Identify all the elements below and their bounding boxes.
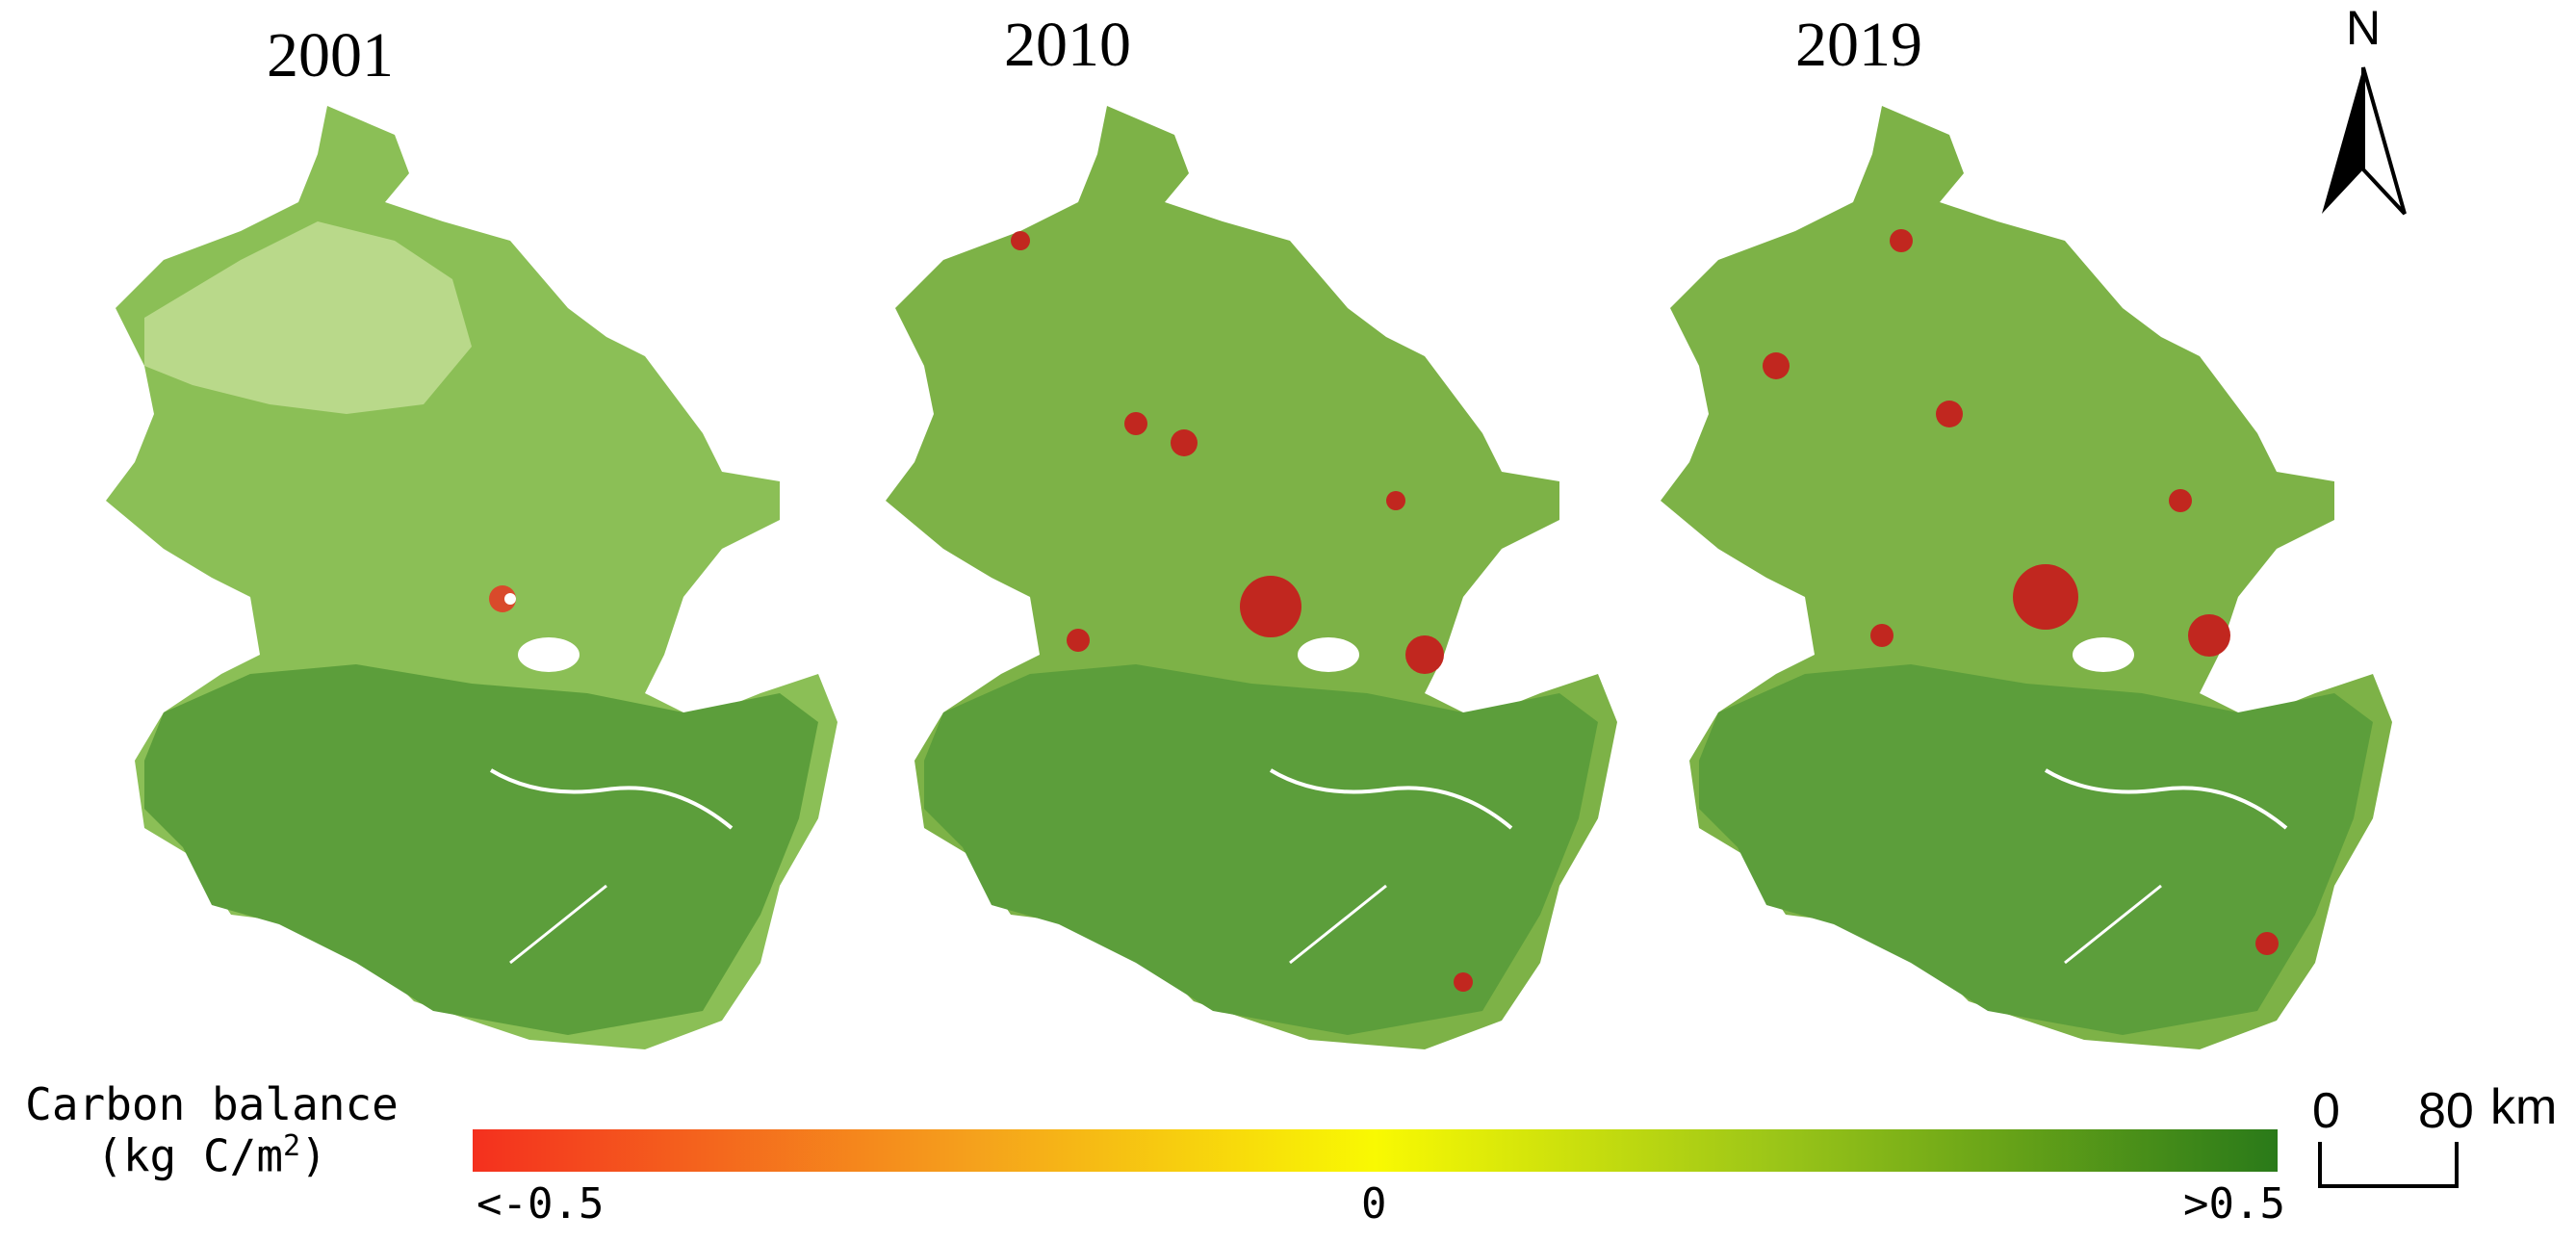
urban-hotspot: [489, 585, 516, 612]
north-label: N: [2346, 1, 2381, 55]
scale-bar-line: [2318, 1142, 2459, 1188]
north-arrow-icon: N: [2322, 1, 2407, 216]
urban-hotspot: [2169, 489, 2192, 512]
legend-unit-exponent: 2: [283, 1128, 301, 1163]
urban-hotspot: [1171, 429, 1198, 456]
scale-max-label: 80: [2418, 1083, 2474, 1139]
urban-hotspot: [1405, 635, 1444, 674]
river: [1269, 768, 1513, 830]
legend-unit: (kg C/m2): [0, 1128, 424, 1181]
urban-hotspot: [1067, 629, 1090, 652]
urban-hotspot: [1763, 352, 1790, 379]
legend-title-text: Carbon balance: [25, 1078, 399, 1130]
southern-region: [924, 664, 1598, 1035]
urban-hotspot: [1870, 624, 1893, 647]
colorbar-mid-label: 0: [1361, 1179, 1387, 1229]
colorbar-max-label: >0.5: [2183, 1179, 2285, 1229]
urban-hotspot: [1240, 576, 1301, 637]
urban-hotspot: [504, 593, 516, 605]
southern-region: [144, 664, 818, 1035]
color-scale-bar: [473, 1129, 2278, 1172]
colorbar-min-label: <-0.5: [477, 1179, 605, 1229]
map-year-label: 2019: [1795, 10, 1922, 80]
river: [2064, 884, 2162, 965]
urban-hotspot: [1386, 491, 1405, 510]
legend-title: Carbon balance (kg C/m2): [0, 1078, 424, 1181]
lake: [518, 637, 580, 672]
river: [1289, 884, 1387, 965]
lake: [1298, 637, 1359, 672]
carbon-balance-map-2019: [1661, 106, 2392, 1049]
scale-zero-label: 0: [2312, 1083, 2340, 1139]
legend-unit-suffix: ): [300, 1128, 327, 1181]
river: [509, 884, 607, 965]
urban-hotspot: [2013, 564, 2078, 630]
river: [489, 768, 734, 830]
southern-region: [1699, 664, 2373, 1035]
northern-light-zone: [144, 221, 472, 414]
scale-unit-label: km: [2490, 1079, 2558, 1135]
map-year-label: 2010: [1004, 10, 1131, 80]
urban-hotspot: [1454, 972, 1473, 992]
north-arrow: N: [2310, 0, 2416, 225]
map-year-label: 2001: [267, 20, 394, 91]
carbon-balance-map-2001: [106, 106, 837, 1049]
urban-hotspot: [1124, 412, 1147, 435]
urban-hotspot: [1011, 231, 1030, 250]
legend-unit-prefix: (kg C/m: [96, 1128, 284, 1181]
urban-hotspot: [1936, 401, 1963, 427]
river: [2044, 768, 2288, 830]
urban-hotspot: [1890, 229, 1913, 252]
lake: [2073, 637, 2134, 672]
carbon-balance-map-2010: [886, 106, 1617, 1049]
urban-hotspot: [2188, 614, 2230, 657]
urban-hotspot: [2255, 932, 2279, 955]
